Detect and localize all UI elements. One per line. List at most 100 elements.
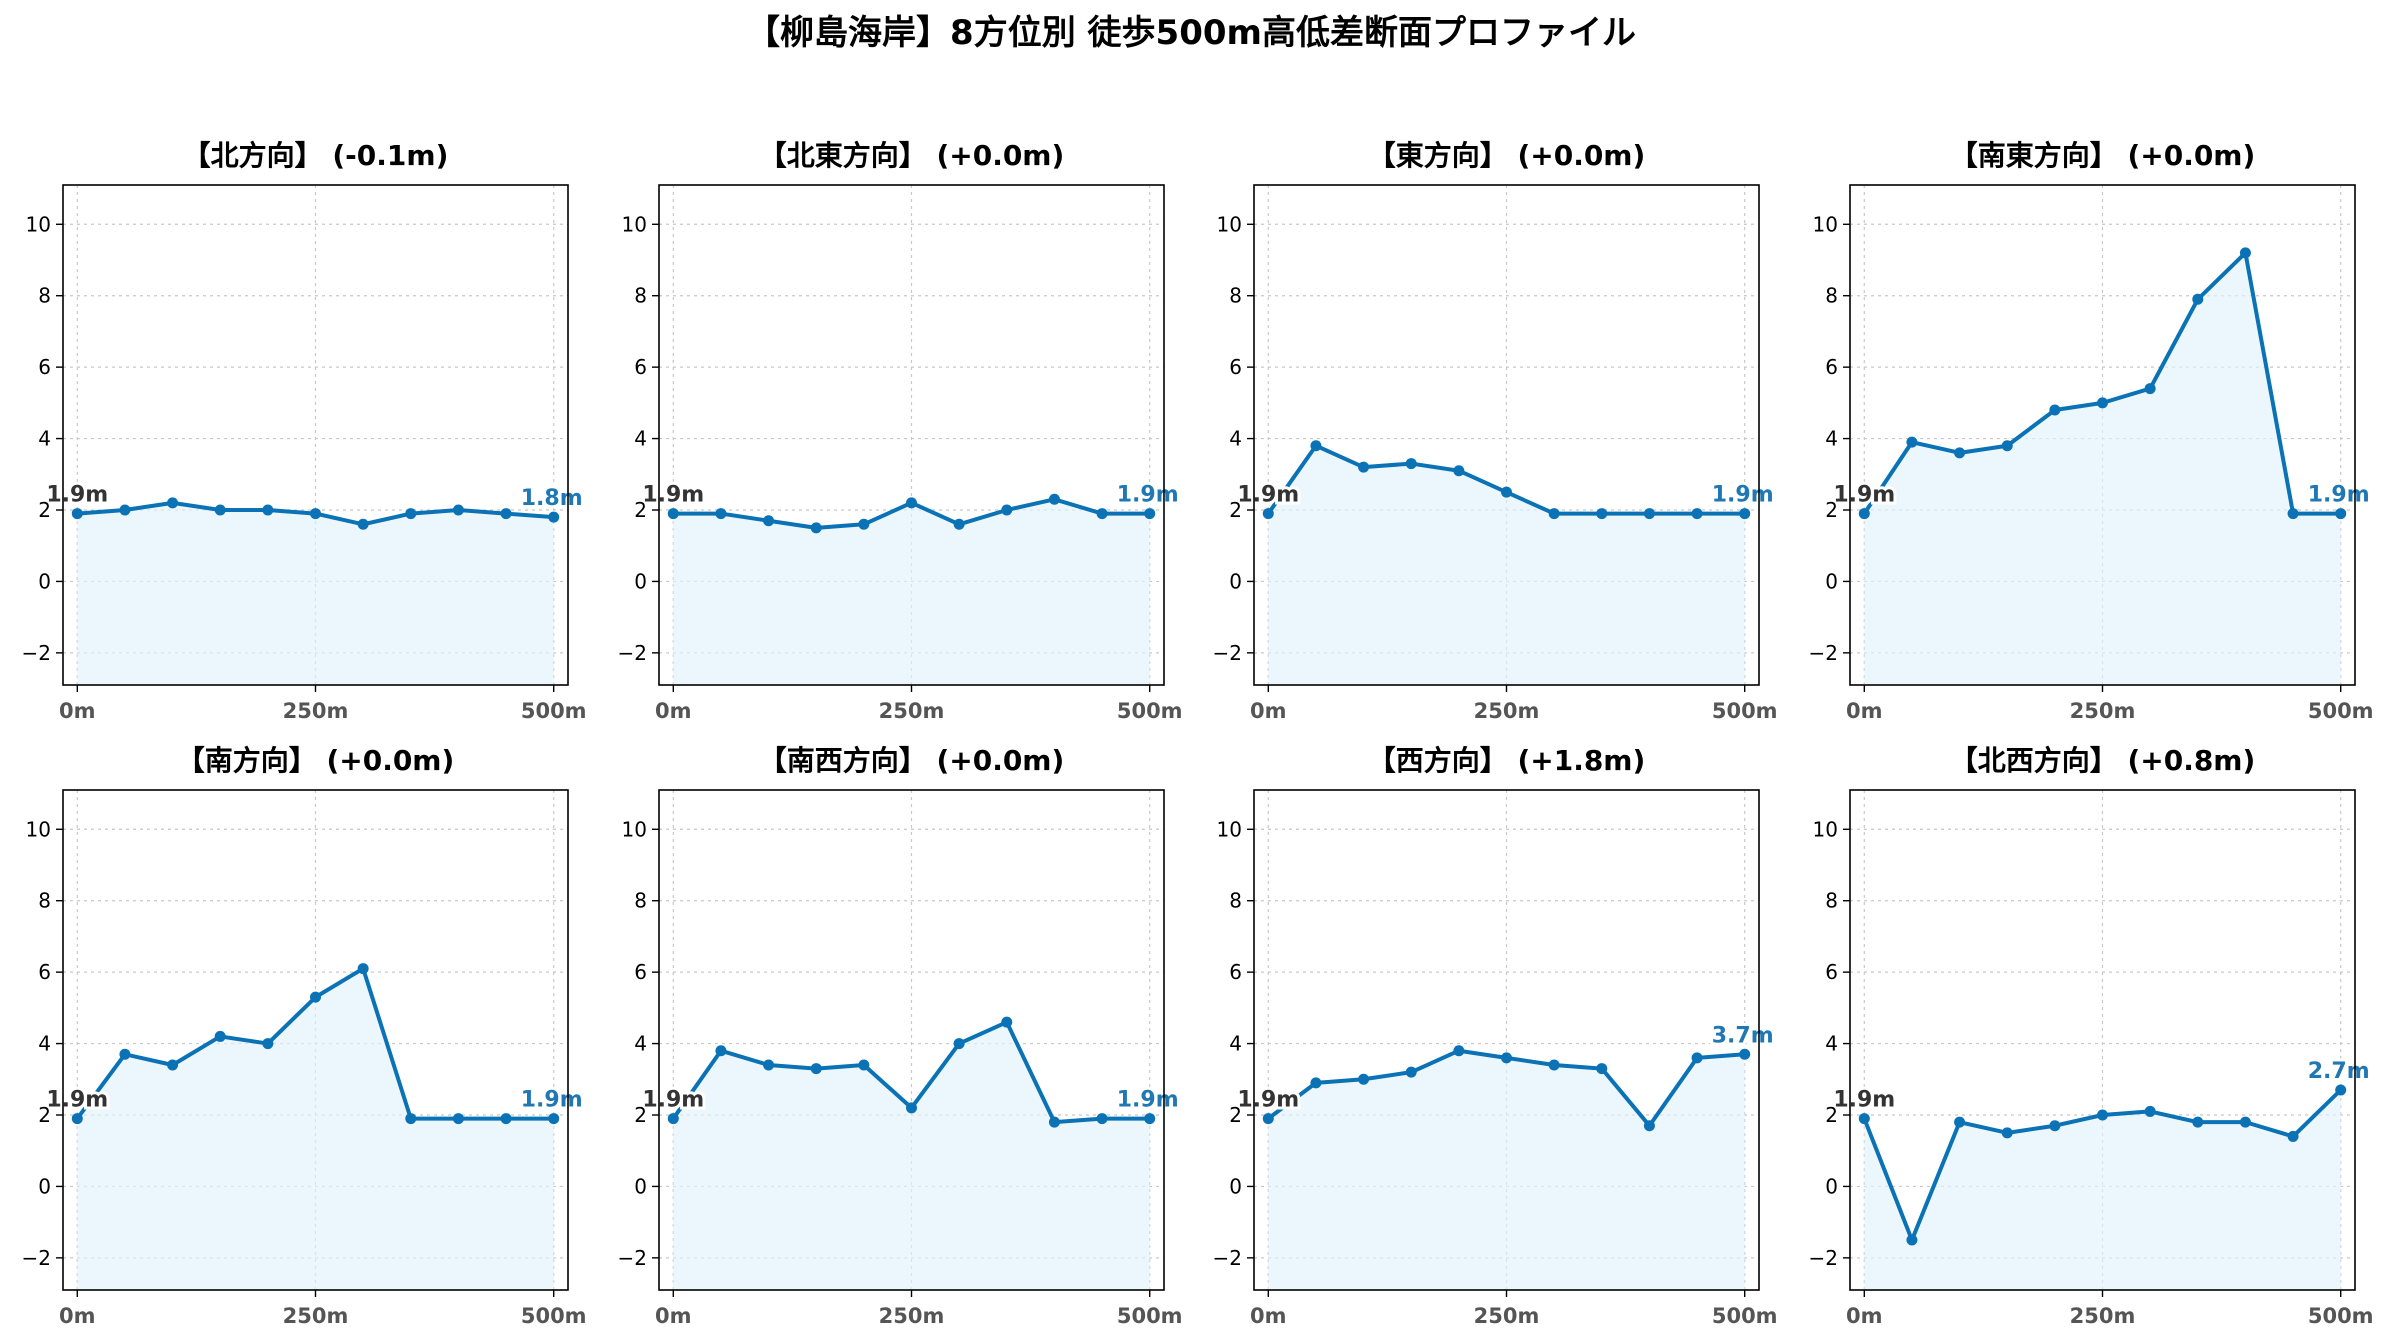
y-tick-label: 6 bbox=[38, 960, 51, 984]
data-point bbox=[715, 1045, 727, 1057]
start-elevation-label: 1.9m bbox=[642, 1088, 704, 1113]
y-tick-label: 10 bbox=[622, 817, 647, 841]
panel-title: 【北方向】 (-0.1m) bbox=[183, 139, 449, 172]
data-point bbox=[1906, 1234, 1918, 1246]
x-tick-label: 250m bbox=[1474, 1304, 1540, 1328]
y-tick-label: −2 bbox=[1809, 1246, 1838, 1270]
start-elevation-label: 1.9m bbox=[642, 483, 704, 508]
data-point bbox=[763, 1059, 775, 1071]
panel-title: 【北東方向】 (+0.0m) bbox=[759, 139, 1065, 172]
end-elevation-label: 1.9m bbox=[1117, 1088, 1179, 1113]
y-tick-label: 6 bbox=[38, 355, 51, 379]
panel-3: 【南東方向】 (+0.0m) 1.9m 1.9m −2 0 2 4 6 8 10 0m 250m 500… bbox=[1809, 139, 2374, 723]
y-tick-label: 10 bbox=[622, 212, 647, 236]
data-point bbox=[953, 518, 965, 530]
data-point bbox=[1643, 1120, 1655, 1132]
start-elevation-label: 1.9m bbox=[1237, 483, 1299, 508]
data-point bbox=[214, 504, 226, 516]
start-elevation-label: 1.9m bbox=[1833, 1088, 1895, 1113]
end-elevation-label: 1.9m bbox=[1117, 483, 1179, 508]
y-tick-label: −2 bbox=[22, 1246, 51, 1270]
y-tick-label: 0 bbox=[1229, 1174, 1242, 1198]
y-tick-label: 8 bbox=[1825, 889, 1838, 913]
x-tick-label: 500m bbox=[2308, 699, 2374, 723]
data-point bbox=[1954, 447, 1966, 459]
data-point bbox=[1358, 461, 1370, 473]
elevation-area bbox=[77, 968, 554, 1290]
y-tick-label: −2 bbox=[22, 641, 51, 665]
data-point bbox=[1596, 508, 1608, 520]
figure-title: 【柳島海岸】8方位別 徒歩500m高低差断面プロファイル bbox=[746, 13, 1636, 53]
x-tick-label: 0m bbox=[1250, 1304, 1287, 1328]
data-point bbox=[1001, 504, 1013, 516]
y-tick-label: −2 bbox=[618, 1246, 647, 1270]
data-point bbox=[2192, 293, 2204, 305]
data-point bbox=[1358, 1073, 1370, 1085]
panel-4: 【南方向】 (+0.0m) 1.9m 1.9m −2 0 2 4 6 8 10 0m 250m 500m bbox=[22, 744, 587, 1328]
data-point bbox=[214, 1030, 226, 1042]
data-point bbox=[953, 1038, 965, 1050]
data-point bbox=[1262, 1113, 1274, 1125]
data-point bbox=[810, 522, 822, 534]
start-elevation-label: 1.9m bbox=[1237, 1088, 1299, 1113]
data-point bbox=[1691, 1052, 1703, 1064]
start-elevation-label: 1.9m bbox=[46, 1088, 108, 1113]
x-tick-label: 250m bbox=[879, 699, 945, 723]
elevation-area bbox=[1268, 445, 1745, 685]
y-tick-label: 4 bbox=[1229, 427, 1242, 451]
y-tick-label: 2 bbox=[634, 498, 647, 522]
x-tick-label: 0m bbox=[1846, 699, 1883, 723]
elevation-area bbox=[1864, 1090, 2341, 1290]
data-point bbox=[310, 508, 321, 520]
y-tick-label: 6 bbox=[1229, 355, 1242, 379]
panel-title: 【西方向】 (+1.8m) bbox=[1368, 744, 1646, 777]
data-point bbox=[810, 1063, 822, 1075]
start-elevation-label: 1.9m bbox=[1833, 483, 1895, 508]
data-point bbox=[1954, 1116, 1966, 1128]
y-tick-label: −2 bbox=[618, 641, 647, 665]
y-tick-label: 0 bbox=[634, 1174, 647, 1198]
data-point bbox=[2049, 404, 2061, 416]
x-tick-label: 250m bbox=[2070, 1304, 2136, 1328]
panel-1: 【北東方向】 (+0.0m) 1.9m 1.9m −2 0 2 4 6 8 10 0m 250m 500… bbox=[618, 139, 1183, 723]
x-tick-label: 250m bbox=[879, 1304, 945, 1328]
data-point bbox=[1501, 486, 1512, 498]
y-tick-label: 10 bbox=[26, 817, 51, 841]
data-point bbox=[405, 1113, 417, 1125]
data-point bbox=[71, 1113, 83, 1125]
data-point bbox=[858, 518, 870, 530]
y-tick-label: 0 bbox=[38, 569, 51, 593]
data-point bbox=[357, 518, 369, 530]
x-tick-label: 0m bbox=[655, 699, 692, 723]
y-tick-label: 10 bbox=[1813, 212, 1838, 236]
data-point bbox=[119, 504, 131, 516]
elevation-area bbox=[1864, 252, 2341, 685]
y-tick-label: 2 bbox=[634, 1103, 647, 1127]
data-point bbox=[1405, 1066, 1417, 1078]
y-tick-label: 4 bbox=[634, 1032, 647, 1056]
panel-title: 【北西方向】 (+0.8m) bbox=[1950, 744, 2256, 777]
y-tick-label: 2 bbox=[1229, 1103, 1242, 1127]
x-tick-label: 0m bbox=[655, 1304, 692, 1328]
data-point bbox=[500, 508, 512, 520]
y-tick-label: 6 bbox=[634, 355, 647, 379]
x-tick-label: 0m bbox=[59, 1304, 96, 1328]
panel-7: 【北西方向】 (+0.8m) 1.9m 2.7m −2 0 2 4 6 8 10 0m 250m 500… bbox=[1809, 744, 2374, 1328]
data-point bbox=[548, 1113, 560, 1125]
data-point bbox=[1048, 1116, 1060, 1128]
x-tick-label: 500m bbox=[521, 699, 587, 723]
y-tick-label: 6 bbox=[1825, 355, 1838, 379]
data-point bbox=[1548, 1059, 1560, 1071]
end-elevation-label: 1.9m bbox=[521, 1088, 583, 1113]
y-tick-label: 0 bbox=[1825, 1174, 1838, 1198]
x-tick-label: 250m bbox=[2070, 699, 2136, 723]
data-point bbox=[2097, 1109, 2108, 1121]
data-point bbox=[715, 508, 727, 520]
data-point bbox=[167, 1059, 179, 1071]
y-tick-label: 4 bbox=[634, 427, 647, 451]
x-tick-label: 250m bbox=[283, 699, 349, 723]
y-tick-label: 8 bbox=[38, 889, 51, 913]
data-point bbox=[2097, 397, 2108, 409]
data-point bbox=[1739, 508, 1751, 520]
y-tick-label: 8 bbox=[1229, 284, 1242, 308]
